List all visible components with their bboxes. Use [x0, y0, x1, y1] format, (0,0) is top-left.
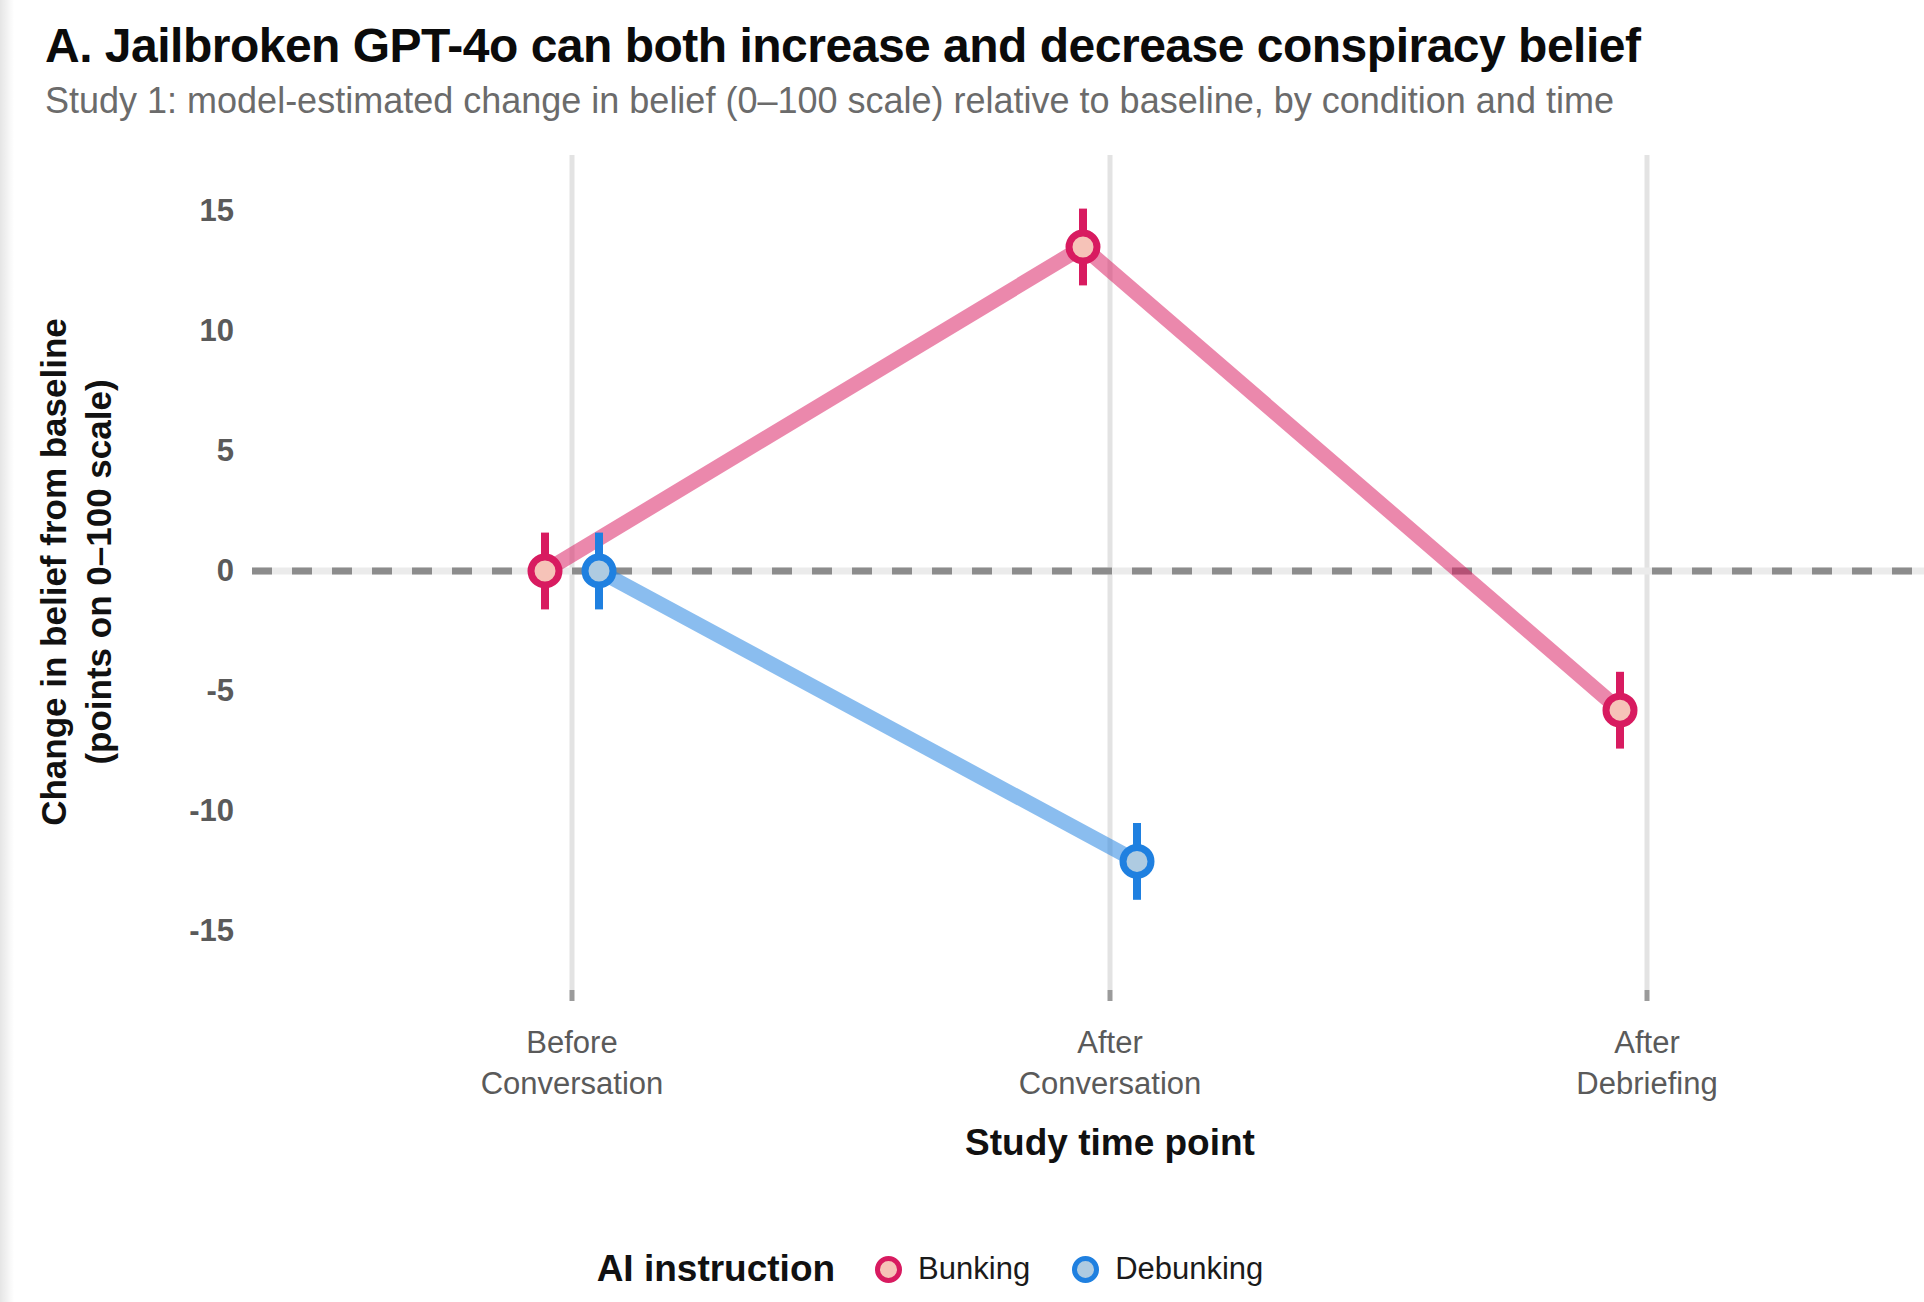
legend-title: AI instruction [597, 1248, 835, 1290]
x-axis-title: Study time point [810, 1122, 1410, 1164]
x-tick-label-line: After [940, 1022, 1280, 1063]
y-tick-label--15: -15 [114, 915, 234, 947]
x-tick-label-line: Conversation [402, 1063, 742, 1104]
legend-item-bunking: Bunking [875, 1251, 1030, 1287]
y-tick-label-5: 5 [114, 435, 234, 467]
data-point-bunking-0 [531, 557, 559, 585]
legend-items: Bunking Debunking [875, 1251, 1263, 1287]
data-point-bunking-2 [1606, 696, 1634, 724]
data-point-bunking-1 [1069, 233, 1097, 261]
x-tick-label-line: Before [402, 1022, 742, 1063]
x-tick-label-1: AfterConversation [940, 1022, 1280, 1104]
data-point-debunking-0 [585, 557, 613, 585]
legend-label-debunking: Debunking [1115, 1251, 1263, 1287]
data-point-debunking-1 [1123, 847, 1151, 875]
legend-item-debunking: Debunking [1072, 1251, 1263, 1287]
figure-panel-a: A. Jailbroken GPT-4o can both increase a… [0, 0, 1924, 1302]
x-tick-label-2: AfterDebriefing [1477, 1022, 1817, 1104]
legend: AI instruction Bunking Debunking [0, 1238, 1860, 1300]
y-tick-label--5: -5 [114, 675, 234, 707]
bunking-marker-icon [875, 1256, 902, 1283]
x-tick-label-line: Conversation [940, 1063, 1280, 1104]
debunking-marker-icon [1072, 1256, 1099, 1283]
y-tick-label-10: 10 [114, 315, 234, 347]
plot-area [0, 0, 1924, 1302]
series-line-debunking [599, 571, 1137, 861]
y-tick-label-0: 0 [114, 555, 234, 587]
y-tick-label-15: 15 [114, 195, 234, 227]
y-axis-title-line1: Change in belief from baseline [31, 318, 76, 826]
x-tick-label-line: After [1477, 1022, 1817, 1063]
series-line-bunking [545, 247, 1620, 710]
x-tick-label-line: Debriefing [1477, 1063, 1817, 1104]
y-tick-label--10: -10 [114, 795, 234, 827]
legend-label-bunking: Bunking [918, 1251, 1030, 1287]
x-tick-label-0: BeforeConversation [402, 1022, 742, 1104]
y-axis-title: Change in belief from baseline (points o… [31, 318, 121, 826]
